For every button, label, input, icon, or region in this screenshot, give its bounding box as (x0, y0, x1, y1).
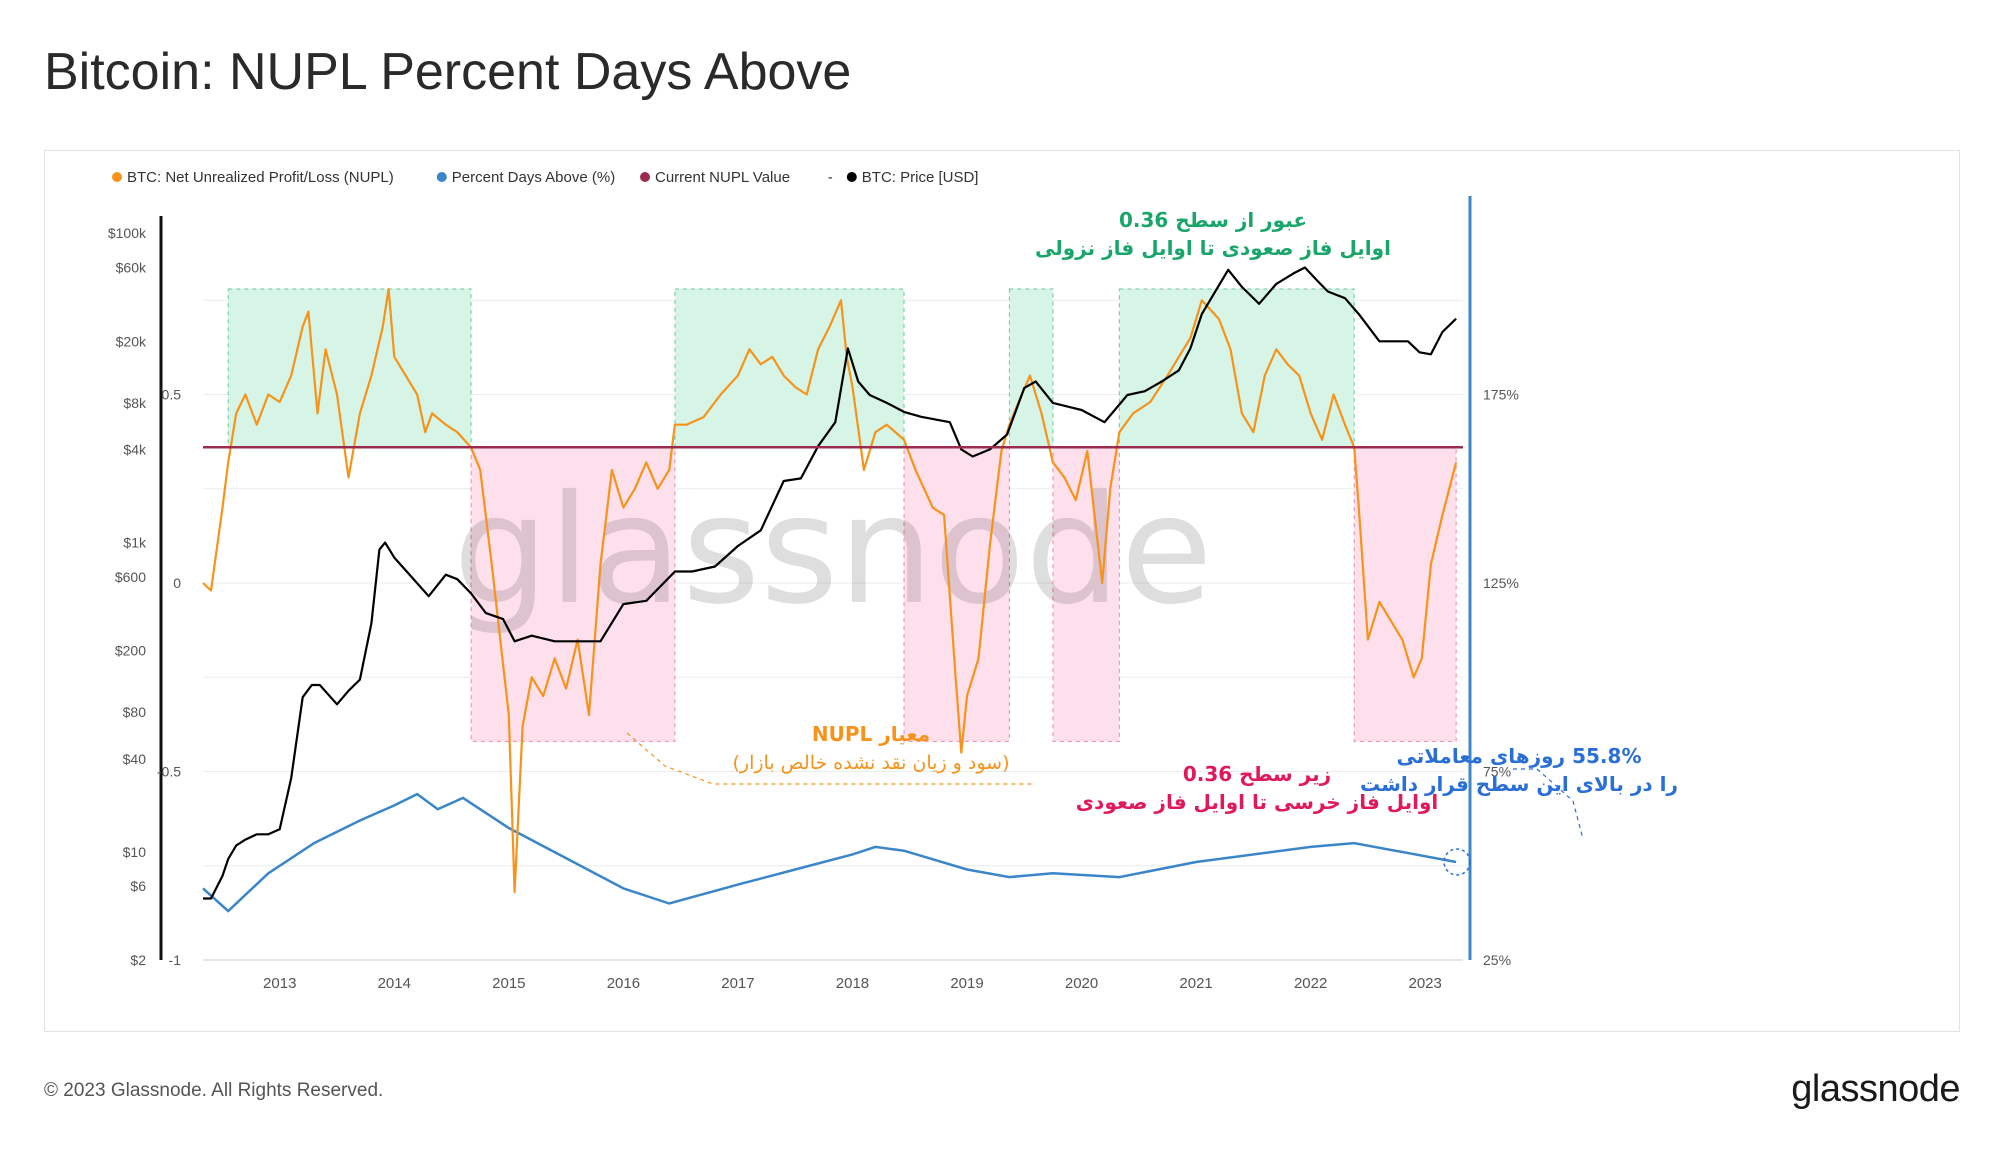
above-region (674, 288, 905, 448)
price-tick-label: $2 (130, 952, 146, 968)
pct-tick-label: 25% (1483, 952, 1511, 968)
price-tick-label: $600 (115, 569, 146, 585)
nupl-tick-label: -1 (169, 952, 182, 968)
price-tick-label: $80 (123, 704, 147, 720)
page-title: Bitcoin: NUPL Percent Days Above (44, 43, 852, 101)
price-tick-label: $8k (123, 395, 147, 411)
series-btc-price (203, 266, 1457, 900)
pct-tick-label: 175% (1483, 387, 1519, 403)
legend-dot (436, 172, 447, 182)
nupl-tick-label: -0.5 (157, 764, 181, 780)
chart: glassnode $2 $6 $10 $40 $80 $200 $600 $1k $4k $8k $… (108, 169, 1678, 992)
x-tick-label: 2014 (378, 975, 411, 992)
legend-separator: - (828, 169, 833, 186)
pct-tick-label: 125% (1483, 575, 1519, 591)
legend-label: BTC: Price [USD] (862, 169, 979, 186)
legend-label: BTC: Net Unrealized Profit/Loss (NUPL) (127, 169, 394, 186)
pct-tick-label: 75% (1483, 764, 1511, 780)
annotation-blue-title: 55.8% روزهای معاملاتی (1397, 744, 1642, 768)
x-tick-label: 2016 (607, 975, 640, 992)
chart-panel: glassnode $2 $6 $10 $40 $80 $200 $600 $1k $4k $8k $… (44, 150, 1960, 1032)
legend-label: Current NUPL Value (655, 169, 790, 186)
price-tick-label: $60k (116, 260, 147, 276)
annotation-blue-leader (1513, 768, 1584, 840)
above-region (1118, 288, 1355, 448)
annotation-green-sub: اوایل فاز صعودی تا اوایل فاز نزولی (1035, 236, 1391, 260)
series-nupl (202, 287, 1458, 894)
price-tick-label: $6 (130, 878, 146, 894)
watermark: glassnode (453, 464, 1212, 638)
price-tick-label: $10 (123, 844, 147, 860)
price-tick-label: $1k (123, 535, 147, 551)
annotation-blue-marker (1443, 848, 1471, 876)
x-tick-label: 2022 (1294, 975, 1327, 992)
x-tick-label: 2015 (492, 975, 525, 992)
annotation-nupl-leader (626, 732, 1035, 785)
series-percent-days-above (202, 792, 1457, 913)
annotation-green-title: عبور از سطح 0.36 (1119, 208, 1307, 232)
annotation-red-sub: اوایل فاز خرسی تا اوایل فاز صعودی (1076, 790, 1439, 814)
price-tick-label: $200 (115, 643, 146, 659)
x-tick-label: 2013 (263, 975, 296, 992)
below-region (1052, 446, 1120, 742)
nupl-tick-label: 0.5 (162, 387, 182, 403)
below-region (1353, 446, 1457, 742)
above-region (1008, 288, 1054, 448)
x-tick-label: 2019 (950, 975, 983, 992)
legend-dot (112, 172, 122, 182)
price-tick-label: $40 (123, 751, 147, 767)
annotation-nupl-title: معیار NUPL (812, 722, 930, 746)
annotation-nupl-sub: (سود و زیان نقد نشده خالص بازار) (733, 752, 1010, 774)
annotation-red-title: زیر سطح 0.36 (1183, 762, 1331, 786)
x-tick-label: 2017 (721, 975, 754, 992)
price-tick-label: $100k (108, 225, 147, 241)
copyright-footer: © 2023 Glassnode. All Rights Reserved. (44, 1080, 384, 1101)
x-tick-label: 2020 (1065, 975, 1098, 992)
legend-dot (640, 172, 650, 182)
nupl-tick-label: 0 (173, 575, 181, 591)
price-tick-label: $20k (116, 333, 147, 349)
x-tick-label: 2021 (1179, 975, 1212, 992)
legend-label: Percent Days Above (%) (452, 169, 615, 186)
glassnode-logo[interactable]: glassnode (1791, 1068, 1960, 1110)
x-tick-label: 2023 (1409, 975, 1442, 992)
annotation-blue-sub: را در بالای این سطح قرار داشت (1360, 772, 1678, 796)
legend-dot (846, 172, 857, 182)
x-tick-label: 2018 (836, 975, 869, 992)
above-region (227, 288, 472, 448)
price-tick-label: $4k (123, 441, 147, 457)
